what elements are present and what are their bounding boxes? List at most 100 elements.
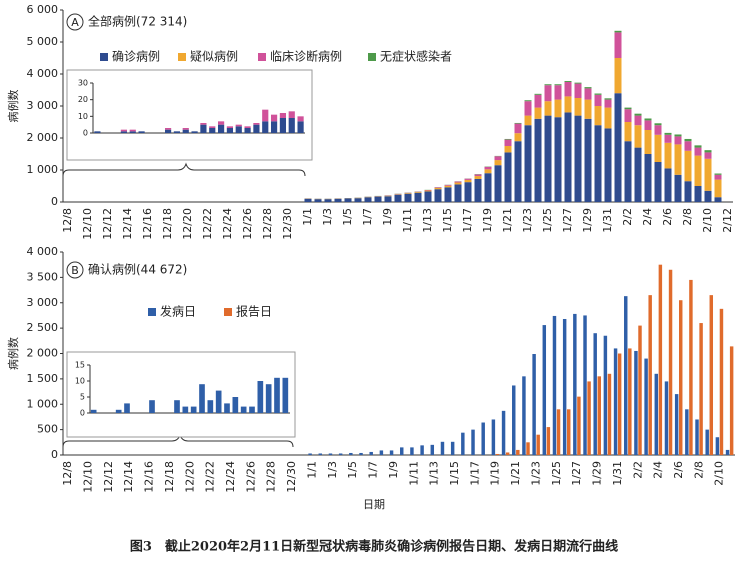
- bar-segment: [594, 93, 602, 95]
- bar: [674, 394, 679, 455]
- y-tick-label: 0: [83, 129, 88, 138]
- bar-segment: [644, 118, 652, 121]
- y-tick-label: 3 500: [27, 270, 59, 283]
- y-tick-label: 10: [78, 112, 88, 121]
- bar: [215, 390, 222, 413]
- bar-segment: [504, 152, 512, 202]
- bar-segment: [235, 124, 242, 127]
- x-tick-label: 12/26: [244, 461, 257, 493]
- bar-segment: [464, 182, 472, 202]
- bar-segment: [584, 87, 592, 89]
- bar-segment: [704, 152, 712, 159]
- x-tick-label: 12/28: [261, 208, 274, 240]
- bar: [190, 406, 197, 413]
- bar: [705, 429, 709, 455]
- bar-segment: [191, 131, 198, 133]
- bar-segment: [554, 99, 562, 118]
- bar-segment: [534, 94, 542, 108]
- y-tick-label: 5 000: [27, 35, 59, 48]
- bar-segment: [524, 100, 532, 102]
- bar: [199, 384, 205, 413]
- bar-segment: [253, 123, 260, 125]
- bar-segment: [644, 154, 652, 202]
- x-tick-label: 12/8: [61, 461, 74, 486]
- legend-swatch: [368, 53, 376, 61]
- bar-segment: [654, 162, 662, 202]
- bar-segment: [684, 138, 692, 142]
- y-tick-label: 1 000: [27, 163, 59, 176]
- bar-segment: [209, 128, 216, 133]
- bar-segment: [654, 123, 662, 126]
- bar-segment: [297, 121, 304, 133]
- bar-segment: [444, 184, 452, 186]
- legend-label: 疑似病例: [190, 49, 238, 64]
- bar-segment: [314, 199, 322, 202]
- x-tick-label: 2/6: [672, 461, 685, 479]
- bar-segment: [554, 84, 562, 86]
- x-tick-label: 1/13: [421, 208, 434, 233]
- y-tick-label: 15: [75, 361, 85, 370]
- bar-segment: [504, 138, 512, 140]
- y-tick-label: 0: [51, 448, 58, 461]
- bar-segment: [674, 134, 682, 137]
- bar: [664, 381, 669, 455]
- bar-segment: [288, 111, 295, 118]
- x-tick-label: 12/24: [221, 208, 234, 240]
- bar-segment: [288, 118, 295, 133]
- bar: [282, 377, 289, 413]
- x-tick-label: 2/2: [631, 461, 644, 479]
- x-tick-label: 1/11: [407, 461, 420, 486]
- legend-swatch: [148, 308, 156, 316]
- x-tick-label: 1/29: [591, 461, 604, 486]
- bar-segment: [120, 131, 128, 133]
- bar-segment: [584, 88, 592, 100]
- bar-segment: [424, 190, 432, 192]
- x-tick-label: 1/13: [428, 461, 441, 486]
- bar-segment: [544, 84, 552, 86]
- bar-segment: [624, 107, 632, 110]
- bar-segment: [464, 179, 472, 183]
- x-tick-label: 1/3: [326, 461, 339, 479]
- bar-segment: [704, 158, 712, 191]
- bar-segment: [674, 144, 682, 175]
- bar-segment: [574, 83, 582, 98]
- bar-segment: [534, 107, 542, 119]
- bar: [124, 403, 130, 413]
- bar-segment: [514, 123, 522, 134]
- bar: [359, 452, 363, 455]
- bar-segment: [704, 150, 712, 153]
- legend-swatch: [100, 53, 108, 61]
- bar-segment: [664, 168, 672, 202]
- y-tick-label: 5: [80, 393, 85, 402]
- x-tick-label: 1/27: [570, 461, 583, 486]
- x-tick-label: 1/5: [346, 461, 359, 479]
- bar-segment: [209, 126, 216, 128]
- bar: [389, 450, 394, 455]
- bar-segment: [444, 187, 452, 202]
- bar-segment: [235, 126, 242, 133]
- x-tick-label: 12/10: [81, 208, 94, 240]
- x-tick-label: 1/15: [448, 461, 461, 486]
- bar: [638, 325, 642, 455]
- bar: [501, 410, 506, 455]
- legend-label: 临床诊断病例: [270, 49, 342, 64]
- bar-segment: [524, 115, 532, 126]
- bar-segment: [200, 123, 207, 125]
- bar-segment: [634, 113, 642, 116]
- bar: [90, 409, 97, 413]
- x-tick-label: 12/10: [81, 461, 94, 493]
- bar: [552, 315, 557, 455]
- bar: [471, 429, 475, 455]
- bar: [617, 353, 622, 455]
- bar: [430, 444, 435, 455]
- y-tick-label: 2 000: [27, 131, 59, 144]
- bar-segment: [704, 190, 712, 202]
- bar-segment: [424, 191, 432, 202]
- bar-segment: [404, 193, 412, 202]
- bar-segment: [464, 178, 472, 180]
- bar: [536, 434, 540, 455]
- bar: [349, 452, 353, 455]
- y-axis-label: 病例数: [6, 337, 20, 370]
- bar-segment: [514, 141, 522, 202]
- x-tick-label: 1/7: [361, 208, 374, 226]
